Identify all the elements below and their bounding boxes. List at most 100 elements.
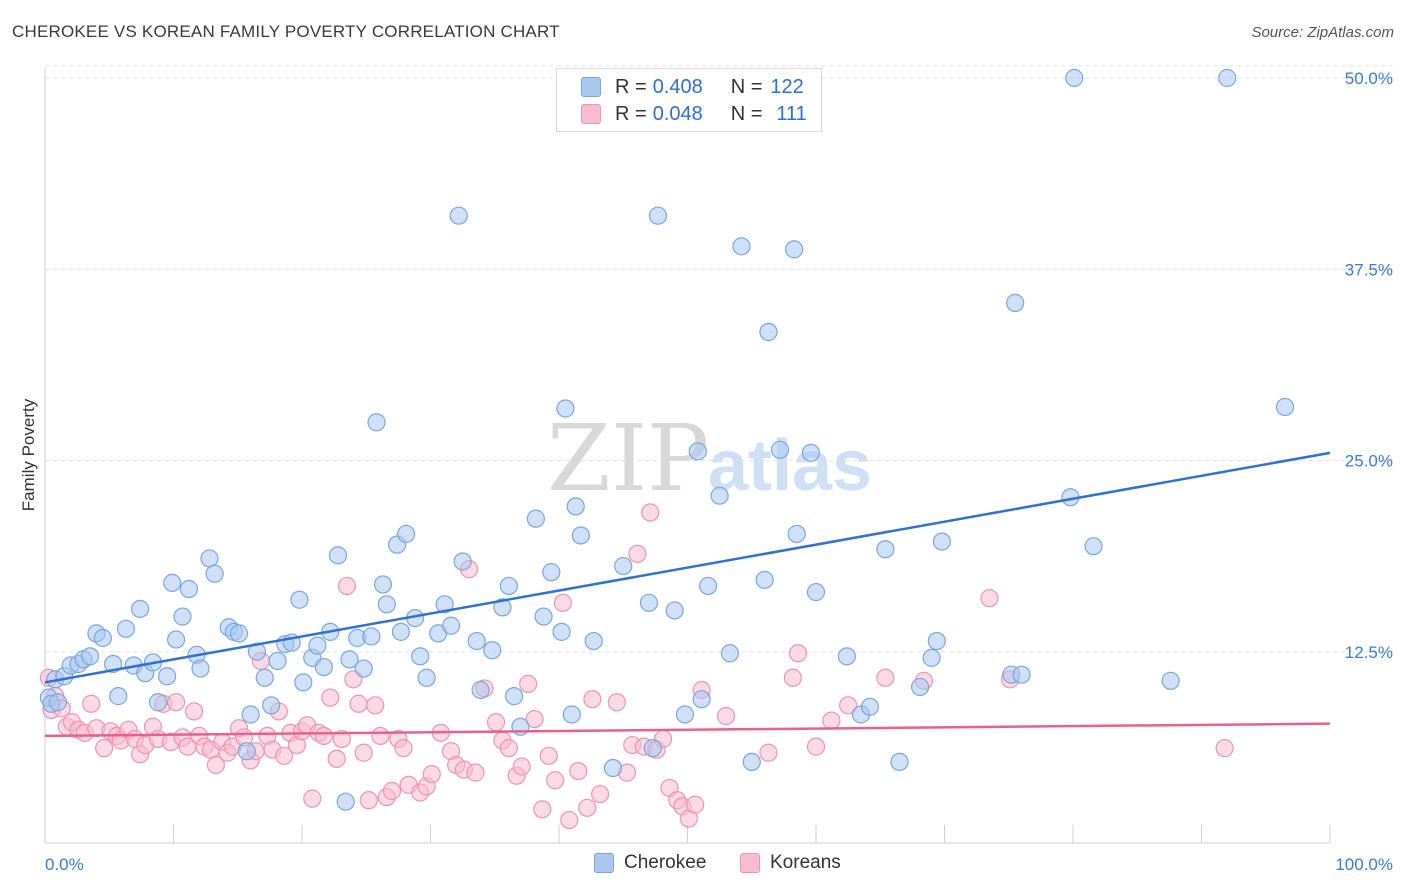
koreans-point xyxy=(166,693,186,712)
koreans-point xyxy=(382,781,402,801)
koreans-point xyxy=(876,668,895,687)
cherokee-point xyxy=(526,509,545,528)
koreans-point xyxy=(359,791,378,810)
cherokee-point xyxy=(411,647,430,666)
cherokee-point xyxy=(93,628,112,648)
koreans-point xyxy=(578,798,597,817)
trend-lines xyxy=(44,451,1331,738)
x-tick-labels: 0.0% 100.0% xyxy=(45,855,1393,874)
koreans-point xyxy=(822,711,841,730)
cherokee-point xyxy=(876,540,895,559)
koreans-point xyxy=(512,757,531,776)
legend-item-cherokee: Cherokee xyxy=(594,852,706,874)
cherokee-point xyxy=(179,579,199,599)
koreans-point xyxy=(486,713,506,732)
koreans-point xyxy=(641,503,660,522)
legend-n-label: N = xyxy=(730,75,763,98)
cherokee-point xyxy=(688,442,707,461)
y-tick-label: 50.0% xyxy=(1345,69,1393,88)
cherokee-point xyxy=(927,631,946,651)
cherokee-point xyxy=(860,697,880,716)
cherokee-trend-line xyxy=(44,451,1331,684)
cherokee-point xyxy=(237,742,256,761)
cherokee-point xyxy=(504,687,524,706)
cherokee-point xyxy=(48,693,67,712)
cherokee-point xyxy=(665,601,684,620)
cherokee-point xyxy=(692,690,711,709)
legend-r-value: 0.408 xyxy=(652,75,703,98)
koreans-point xyxy=(394,739,413,758)
cherokee-point xyxy=(1084,537,1103,556)
cherokee-point xyxy=(255,668,274,687)
series-legend: Cherokee Koreans xyxy=(0,852,1406,878)
cherokee-point xyxy=(675,705,695,724)
cherokee-point xyxy=(785,240,804,259)
cherokee-point xyxy=(1006,293,1025,313)
cherokee-point xyxy=(157,667,177,686)
cherokee-point xyxy=(109,687,128,706)
cherokee-point xyxy=(493,598,512,617)
cherokee-point xyxy=(373,575,393,594)
koreans-point xyxy=(519,674,538,693)
x-tick-label: 100.0% xyxy=(1335,855,1393,874)
cherokee-point xyxy=(932,532,952,551)
cherokee-point xyxy=(205,564,224,583)
y-tick-labels: 12.5% 25.0% 37.5% 50.0% xyxy=(1345,69,1393,662)
koreans-point xyxy=(366,696,385,715)
koreans-point xyxy=(560,810,579,830)
legend-row-cherokee: R = 0.408 N = 122 xyxy=(581,75,804,99)
chart-title: CHEROKEE VS KOREAN FAMILY POVERTY CORREL… xyxy=(12,22,560,41)
cherokee-point xyxy=(290,590,309,609)
watermark-atlas: atlas xyxy=(708,426,872,506)
cherokee-point xyxy=(648,206,668,225)
koreans-point xyxy=(628,544,647,563)
cherokee-point xyxy=(453,552,472,571)
koreans-point xyxy=(321,688,340,707)
koreans-point xyxy=(184,702,204,721)
koreans-point xyxy=(303,789,322,808)
koreans-point xyxy=(422,765,441,784)
cherokee-point xyxy=(720,644,740,663)
koreans-point xyxy=(759,743,778,762)
cherokee-point xyxy=(340,650,359,669)
cherokee-point xyxy=(1218,68,1237,88)
cherokee-point xyxy=(449,206,468,225)
koreans-point xyxy=(533,800,552,819)
cherokee-point xyxy=(1161,671,1180,690)
legend-n-label: N = xyxy=(730,102,763,125)
cherokee-point xyxy=(571,526,590,545)
series-koreans-points xyxy=(39,503,1234,830)
cherokee-point xyxy=(787,524,806,544)
cherokee-point xyxy=(759,322,778,342)
cherokee-point xyxy=(314,657,333,677)
cherokee-point xyxy=(163,573,182,593)
cherokee-point xyxy=(377,595,396,614)
cherokee-point xyxy=(556,399,575,418)
correlation-legend: R = 0.408 N = 122 R = 0.048 N = 111 xyxy=(556,68,822,132)
cherokee-point xyxy=(467,631,486,651)
koreans-point xyxy=(499,739,518,758)
koreans-point xyxy=(591,784,610,804)
cherokee-point xyxy=(200,549,219,568)
legend-r-label: R = xyxy=(615,102,647,125)
koreans-swatch xyxy=(740,853,760,873)
koreans-point xyxy=(274,746,294,765)
koreans-point xyxy=(553,593,572,612)
cherokee-point xyxy=(471,680,490,700)
axes xyxy=(44,68,1331,844)
cherokee-point xyxy=(710,486,729,505)
cherokee-point xyxy=(367,413,386,432)
legend-row-koreans: R = 0.048 N = 111 xyxy=(581,102,807,126)
cherokee-point xyxy=(191,659,210,678)
koreans-point xyxy=(332,729,351,749)
cherokee-point xyxy=(1012,665,1031,684)
cherokee-point xyxy=(268,651,287,671)
cherokee-point xyxy=(362,627,381,646)
koreans-point xyxy=(314,726,333,746)
cherokee-point xyxy=(643,739,662,758)
cherokee-point xyxy=(1275,397,1295,417)
cherokee-point xyxy=(552,622,571,641)
cherokee-point xyxy=(499,576,518,596)
cherokee-point xyxy=(435,595,454,614)
